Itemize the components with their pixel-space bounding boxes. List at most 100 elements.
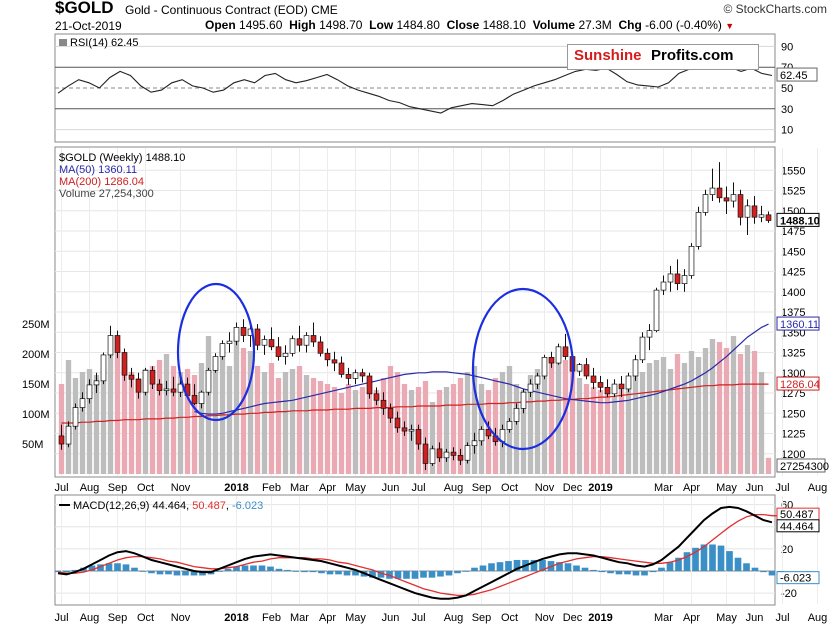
candle-up xyxy=(534,375,541,385)
volume-bar xyxy=(86,369,93,474)
candle-up xyxy=(261,339,268,346)
candle-up xyxy=(611,383,618,395)
candle-down xyxy=(310,335,317,343)
macd-histogram-bar xyxy=(581,567,589,572)
macd-tick-label: 20 xyxy=(781,544,793,556)
macd-tick-label: -20 xyxy=(781,588,797,600)
macd-histogram-bar xyxy=(573,565,580,572)
macd-histogram-bar xyxy=(471,567,478,572)
candle-up xyxy=(107,335,114,356)
volume-value-box xyxy=(776,458,826,473)
volume-bar xyxy=(450,384,457,474)
volume-bar xyxy=(667,369,674,474)
candle-down xyxy=(751,205,758,218)
macd-histogram-bar xyxy=(97,564,104,572)
volume-bar xyxy=(226,366,233,474)
volume-bar xyxy=(765,457,772,474)
macd-histogram-bar xyxy=(326,571,334,575)
macd-histogram-bar xyxy=(751,567,759,572)
macd-histogram-bar xyxy=(343,571,351,576)
x-tick-label: Dec xyxy=(563,482,583,494)
price-tick-label: 1525 xyxy=(781,186,805,198)
panel-frames xyxy=(54,33,776,606)
candle-down xyxy=(583,364,590,377)
macd-histogram-bar xyxy=(717,545,725,572)
candle-up xyxy=(408,429,415,432)
volume-bar xyxy=(240,348,247,474)
volume-bar xyxy=(233,336,240,474)
volume-bar xyxy=(709,339,716,474)
candle-down xyxy=(422,443,429,464)
x-tick-label: Jul xyxy=(775,482,789,494)
price-tick-label: 1200 xyxy=(781,449,805,461)
candle-up xyxy=(198,391,205,404)
macd-histogram-bar xyxy=(726,551,733,572)
macd-histogram-bar xyxy=(683,552,691,572)
macd-histogram-bar xyxy=(488,563,495,572)
volume-tick-label: 250M xyxy=(22,319,50,331)
volume-bar xyxy=(751,351,758,474)
price-tick-label: 1250 xyxy=(781,408,805,420)
candle-down xyxy=(485,429,492,437)
volume-tick-label: 200M xyxy=(22,349,50,361)
candle-up xyxy=(226,340,233,344)
chg-label: Chg xyxy=(618,18,642,32)
macd-histogram-bar xyxy=(615,571,623,575)
candle-down xyxy=(415,429,422,445)
macd-histogram-bar xyxy=(394,571,402,579)
rsi-legend-icon xyxy=(59,39,67,46)
volume-value-label: 27254300 xyxy=(780,461,829,473)
candle-up xyxy=(79,398,86,408)
macd-histogram-bar xyxy=(513,559,521,572)
volume-bar xyxy=(492,378,499,474)
macd-histogram-bar xyxy=(437,571,444,577)
close-value: 1488.10 xyxy=(482,18,526,32)
candle-down xyxy=(135,378,142,393)
candle-up xyxy=(688,246,695,276)
macd-histogram-bar xyxy=(539,559,546,572)
rsi-tick-label: 50 xyxy=(781,83,793,95)
volume-bar xyxy=(688,351,695,474)
macd-histogram-bar xyxy=(369,571,376,578)
x-tick-label: May xyxy=(716,482,737,494)
candle-down xyxy=(373,393,380,401)
macd-legend-part: 50.487 xyxy=(192,500,226,512)
rsi-value-label: 62.45 xyxy=(780,70,808,82)
macd-histogram-bar xyxy=(267,566,274,572)
macd-histogram-bar xyxy=(607,571,614,574)
macd-histogram-bar xyxy=(309,571,317,573)
volume-bar xyxy=(576,378,583,474)
x-tick-label: 2019 xyxy=(588,612,612,624)
volume-bar xyxy=(247,351,254,474)
x-tick-label: Aug xyxy=(80,482,100,494)
rsi-legend: RSI(14) 62.45 xyxy=(70,37,138,49)
macd-histogram-bar xyxy=(649,571,657,573)
price-tick-label: 1375 xyxy=(781,307,805,319)
macd-histogram-bar xyxy=(241,565,249,572)
candle-up xyxy=(681,275,688,284)
signal-line xyxy=(57,513,781,597)
volume-bar xyxy=(149,366,156,474)
candle-down xyxy=(331,359,338,364)
macd-legend-part: -6.023 xyxy=(232,500,263,512)
volume-tick-label: 50M xyxy=(22,439,43,451)
volume-label: Volume xyxy=(532,18,576,32)
macd-histogram-bar xyxy=(63,571,70,573)
macd-histogram-bar xyxy=(105,563,113,572)
x-tick-label: Apr xyxy=(319,482,336,494)
volume-bar xyxy=(429,402,436,474)
candle-down xyxy=(380,399,387,409)
volume-value: 27.3M xyxy=(578,18,612,32)
price-tick-label: 1400 xyxy=(781,287,805,299)
volume-bar xyxy=(163,354,170,474)
candle-up xyxy=(282,352,289,357)
candle-down xyxy=(604,386,611,395)
candle-up xyxy=(93,380,100,386)
candle-up xyxy=(541,357,548,377)
candle-up xyxy=(513,408,520,422)
volume-bar xyxy=(107,354,114,474)
candle-down xyxy=(387,408,394,419)
x-tick-label: Apr xyxy=(683,612,700,624)
volume-bar xyxy=(723,348,730,474)
